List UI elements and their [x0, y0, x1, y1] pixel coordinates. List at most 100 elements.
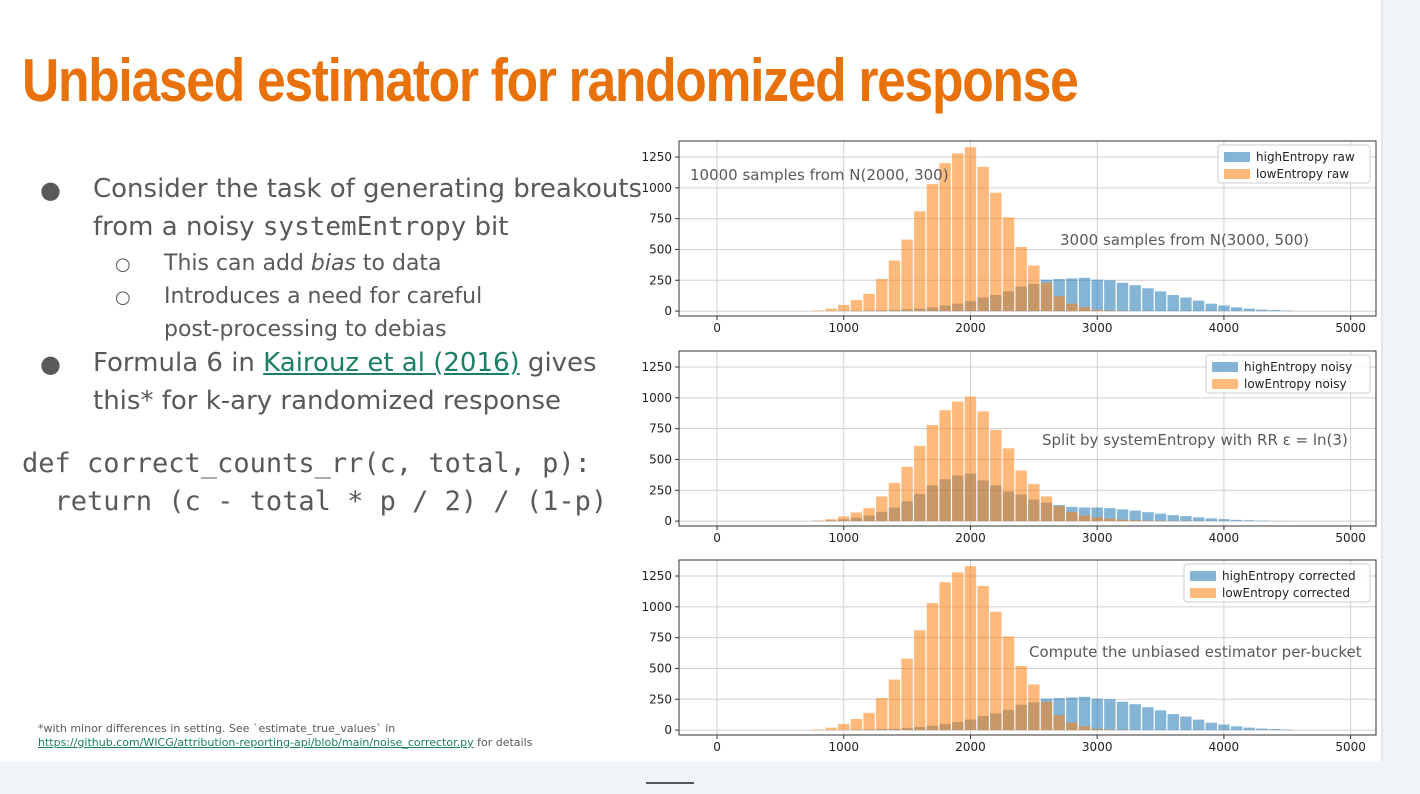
footnote-suffix: for details [473, 736, 533, 749]
x-tick-label: 3000 [1082, 321, 1113, 335]
y-tick-label: 0 [664, 514, 672, 528]
bar-highEntropy [1078, 507, 1091, 522]
bar-lowEntropy [838, 304, 850, 312]
x-tick-label: 1000 [828, 531, 859, 545]
bar-lowEntropy [1078, 726, 1091, 731]
y-tick-label: 1000 [641, 181, 672, 195]
resize-handle[interactable] [646, 782, 694, 784]
bar-highEntropy [1154, 710, 1167, 731]
bar-lowEntropy [926, 603, 939, 731]
kairouz-paper-link[interactable]: Kairouz et al (2016) [263, 348, 520, 378]
bar-lowEntropy [850, 299, 863, 312]
chart-annotation: 10000 samples from N(2000, 300) [690, 166, 949, 184]
bar-highEntropy [1104, 699, 1116, 731]
noise-corrector-link[interactable]: https://github.com/WICG/attribution-repo… [38, 736, 474, 749]
y-tick-label: 1250 [641, 150, 672, 164]
bar-lowEntropy [1028, 265, 1040, 312]
y-tick-label: 250 [649, 483, 672, 497]
sub-bullet-1: This can add bias to data [164, 251, 442, 276]
bar-lowEntropy [1002, 636, 1015, 731]
bar-lowEntropy [914, 211, 926, 312]
bar-lowEntropy [825, 308, 837, 312]
y-tick-label: 0 [664, 723, 672, 737]
bar-lowEntropy [977, 411, 989, 522]
y-tick-label: 500 [649, 242, 672, 256]
bar-highEntropy [1268, 729, 1281, 731]
bar-highEntropy [1116, 701, 1129, 731]
bar-highEntropy [1243, 727, 1255, 731]
y-tick-label: 1250 [641, 569, 672, 583]
panel-divider [1381, 0, 1383, 762]
bar-lowEntropy [1015, 665, 1027, 731]
footnote-line-2: https://github.com/WICG/attribution-repo… [38, 736, 532, 750]
x-tick-label: 3000 [1082, 531, 1113, 545]
sub-bullet-circle: ○ [115, 287, 131, 308]
legend-swatch [1224, 152, 1250, 162]
bar-lowEntropy [888, 679, 901, 731]
legend-label: highEntropy raw [1256, 150, 1355, 164]
y-tick-label: 750 [649, 422, 672, 436]
legend-label: lowEntropy corrected [1222, 586, 1350, 600]
bar-lowEntropy [977, 585, 989, 731]
bar-lowEntropy [1091, 517, 1103, 522]
bar-highEntropy [1243, 308, 1255, 312]
bullet-1-line-2: from a noisy systemEntropy bit [93, 212, 508, 242]
bar-lowEntropy [1066, 722, 1078, 731]
bar-lowEntropy [863, 508, 875, 522]
x-tick-label: 4000 [1209, 531, 1240, 545]
bullet-1-text-end: bit [466, 212, 509, 242]
legend-swatch [1224, 169, 1250, 179]
bar-lowEntropy [1104, 518, 1116, 522]
x-tick-label: 5000 [1335, 321, 1366, 335]
x-tick-label: 4000 [1209, 740, 1240, 754]
bullet-dot: ● [40, 176, 61, 204]
bar-highEntropy [1167, 295, 1179, 312]
bullet-2-text: Formula 6 in [93, 348, 264, 378]
bullet-1-line-1: Consider the task of generating breakout… [93, 174, 643, 204]
bar-lowEntropy [952, 153, 964, 312]
bar-lowEntropy [964, 566, 977, 731]
legend-label: highEntropy corrected [1222, 569, 1356, 583]
bar-lowEntropy [850, 512, 863, 522]
plot-frame [678, 559, 1377, 736]
bar-lowEntropy [1015, 470, 1027, 522]
bar-lowEntropy [863, 712, 875, 731]
bar-highEntropy [1154, 513, 1167, 522]
bullet-2-line-2: this* for k-ary randomized response [93, 386, 561, 416]
x-tick-label: 3000 [1082, 740, 1113, 754]
bar-lowEntropy [1053, 296, 1065, 312]
bar-lowEntropy [863, 293, 875, 312]
bar-lowEntropy [914, 630, 926, 731]
bullet-2-text-end: gives [519, 348, 597, 378]
bar-highEntropy [1091, 698, 1103, 731]
legend-label: highEntropy noisy [1244, 360, 1352, 374]
bar-highEntropy [1154, 291, 1167, 312]
bar-lowEntropy [876, 698, 888, 731]
code-line-1: def correct_counts_rr(c, total, p): [22, 448, 591, 479]
bullet-2-line-1: Formula 6 in Kairouz et al (2016) gives [93, 348, 597, 378]
x-tick-label: 0 [713, 531, 721, 545]
x-tick-label: 2000 [955, 531, 986, 545]
bar-highEntropy [1066, 278, 1078, 312]
legend-box [1183, 563, 1371, 603]
bar-highEntropy [1218, 519, 1230, 522]
y-tick-label: 1250 [641, 360, 672, 374]
bar-lowEntropy [964, 396, 977, 522]
bar-lowEntropy [825, 727, 837, 731]
bar-lowEntropy [1116, 519, 1129, 522]
bar-highEntropy [1218, 305, 1230, 312]
bar-highEntropy [1192, 300, 1205, 312]
bullet-1-text: from a noisy [93, 212, 263, 242]
plot-frame [678, 350, 1377, 527]
bar-lowEntropy [1104, 729, 1116, 731]
bar-lowEntropy [926, 424, 939, 522]
bar-lowEntropy [901, 239, 913, 312]
histogram-raw: 0 1000 2000 3000 4000 5000 0 250 500 750 1000 1250 1… [641, 140, 1377, 335]
bar-lowEntropy [926, 184, 939, 312]
legend-swatch [1190, 588, 1216, 598]
bar-lowEntropy [1129, 520, 1141, 522]
y-tick-label: 500 [649, 661, 672, 675]
bar-lowEntropy [1053, 715, 1065, 731]
bar-highEntropy [1091, 279, 1103, 312]
bar-lowEntropy [1078, 307, 1091, 312]
